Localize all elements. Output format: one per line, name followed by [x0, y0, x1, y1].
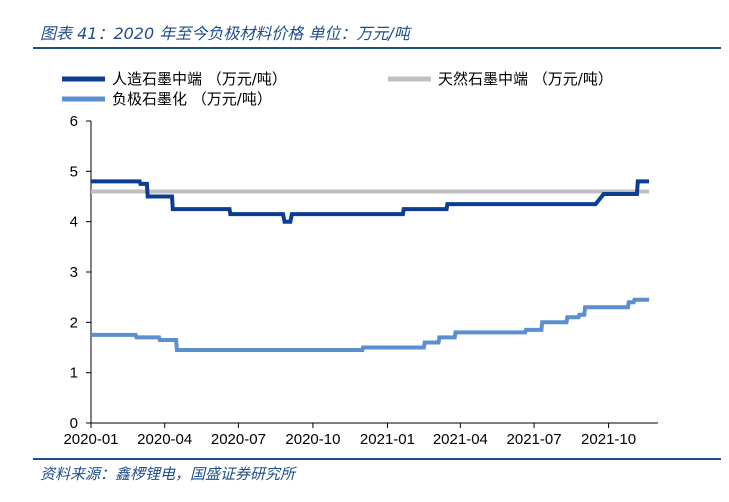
source-note: 资料来源：鑫椤锂电，国盛证券研究所 [40, 465, 296, 483]
y-tick-label: 1 [70, 365, 78, 382]
figure-title: 图表 41：2020 年至今负极材料价格 单位：万元/吨 [40, 24, 410, 43]
y-tick-label: 4 [70, 214, 78, 231]
x-tick-label: 2020-10 [285, 431, 340, 448]
legend: 人造石墨中端 （万元/吨） 天然石墨中端 （万元/吨） 负极石墨化 （万元/吨） [62, 70, 613, 108]
legend-label-graphitization: 负极石墨化 （万元/吨） [112, 90, 272, 108]
y-tick-label: 0 [70, 415, 78, 432]
y-tick-label: 6 [70, 113, 78, 130]
x-tick-label: 2020-01 [63, 431, 118, 448]
top-rule [33, 47, 721, 49]
bottom-rule [33, 458, 721, 460]
x-tick-label: 2021-01 [360, 431, 415, 448]
y-tick-label: 2 [70, 314, 78, 331]
x-tick-label: 2020-07 [211, 431, 266, 448]
plot-area [91, 179, 650, 352]
x-tick-label: 2020-04 [137, 431, 192, 448]
x-tick-label: 2021-04 [433, 431, 488, 448]
axes: 0 1 2 3 4 5 6 2020-01 2020-04 2020-07 2020-10 2021-… [63, 113, 658, 448]
y-tick-label: 5 [70, 163, 78, 180]
graphitization-line [91, 297, 650, 352]
legend-label-artificial: 人造石墨中端 （万元/吨） [112, 70, 287, 88]
y-tick-label: 3 [70, 264, 78, 281]
x-tick-label: 2021-07 [507, 431, 562, 448]
legend-label-natural: 天然石墨中端 （万元/吨） [438, 70, 613, 88]
artificial-graphite-line [91, 179, 650, 224]
x-tick-label: 2021-10 [581, 431, 636, 448]
